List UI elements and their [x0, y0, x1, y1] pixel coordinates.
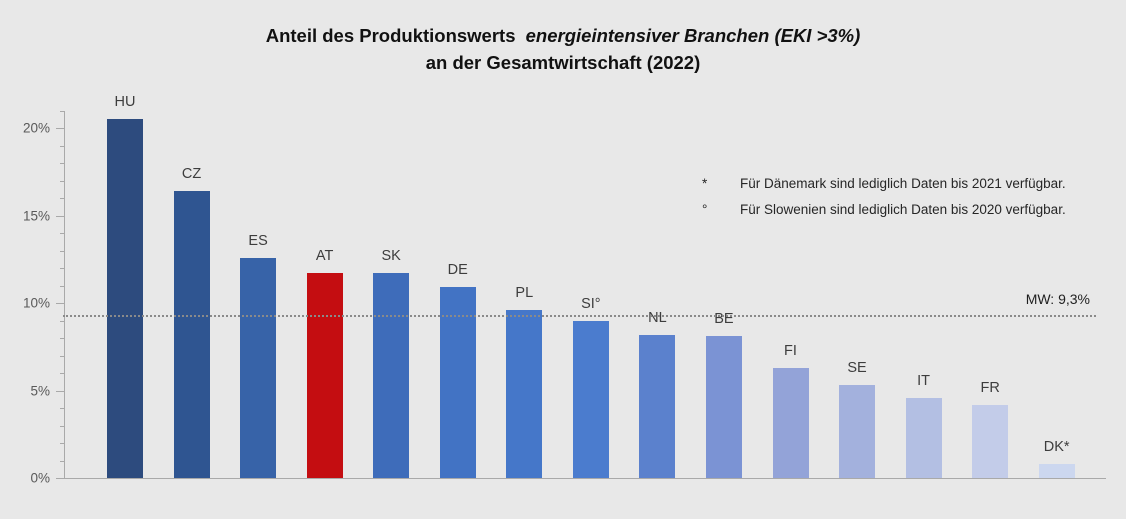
y-minor-tick [60, 250, 64, 252]
y-minor-tick [60, 285, 64, 287]
chart-title: Anteil des Produktionswerts energieinten… [143, 22, 983, 76]
bar-label-SI: SI° [581, 295, 601, 312]
y-tick-label: 15% [22, 208, 50, 223]
y-minor-tick [60, 355, 64, 357]
y-minor-tick [60, 198, 64, 199]
bar-label-IT: IT [917, 372, 931, 389]
y-minor-tick [60, 163, 64, 164]
bar-FR [972, 404, 1009, 478]
y-tick-label: 5% [30, 383, 50, 398]
y-minor-tick [60, 145, 64, 147]
footnote-marker-asterisk: * [702, 176, 708, 191]
footnote-marker-degree: ° [702, 202, 708, 217]
footnote-text: Für Dänemark sind lediglich Daten bis 20… [740, 176, 1066, 191]
y-tick-label: 0% [30, 470, 50, 486]
y-minor-tick [60, 268, 64, 269]
bar-NL [639, 334, 676, 478]
footnote-text: Für Slowenien sind lediglich Daten bis 2… [740, 202, 1066, 217]
bar-label-DE: DE [447, 262, 468, 279]
bar-label-PL: PL [515, 285, 534, 301]
footnote-denmark: * Für Dänemark sind lediglich Daten bis … [698, 176, 1066, 191]
y-minor-tick [60, 408, 64, 409]
bar-label-AT: AT [315, 248, 334, 265]
y-major-tick [56, 215, 64, 217]
bar-CZ [173, 191, 210, 478]
x-axis-line [64, 478, 1106, 479]
title-line1-regular: Anteil des Produktionswerts [265, 25, 516, 46]
bar-label-HU: HU [114, 94, 136, 111]
y-major-tick [56, 128, 64, 129]
bar-label-SK: SK [381, 248, 401, 265]
y-minor-tick [60, 460, 64, 462]
bar-BE [705, 336, 742, 478]
bar-SE [839, 385, 876, 478]
bar-label-NL: NL [648, 309, 667, 326]
bar-label-FR: FR [980, 379, 1000, 396]
title-line1-italic: energieintensiver Branchen (EKI >3%) [525, 25, 861, 46]
bar-HU [107, 119, 143, 478]
mean-line-label: MW: 9,3% [1025, 291, 1090, 308]
bar-SI [572, 320, 609, 478]
y-tick-label: 10% [22, 295, 50, 311]
bar-label-FI: FI [784, 342, 797, 359]
bar-DE [439, 287, 476, 478]
y-minor-tick [60, 338, 64, 339]
bar-label-BE: BE [714, 311, 734, 328]
y-minor-tick [60, 233, 64, 234]
bar-FI [772, 367, 809, 478]
y-axis-line [64, 110, 65, 478]
y-major-tick [56, 478, 64, 479]
bar-label-SE: SE [847, 360, 867, 377]
footnote-slovenia: ° Für Slowenien sind lediglich Daten bis… [698, 202, 1066, 217]
bar-AT [306, 273, 343, 478]
bar-PL [506, 310, 543, 478]
y-major-tick [56, 303, 64, 304]
title-line2: an der Gesamtwirtschaft (2022) [425, 52, 701, 73]
y-major-tick [56, 390, 64, 392]
bar-ES [240, 257, 277, 478]
y-tick-label: 20% [22, 120, 50, 136]
mean-line [63, 315, 1096, 318]
y-minor-tick [60, 443, 64, 444]
y-minor-tick [60, 110, 64, 112]
y-minor-tick [60, 425, 64, 427]
bar-SK [373, 273, 410, 478]
bar-label-DK: DK* [1043, 439, 1070, 455]
bar-label-CZ: CZ [181, 166, 202, 182]
y-minor-tick [60, 180, 64, 182]
bar-DK [1038, 464, 1075, 478]
bar-label-ES: ES [248, 232, 268, 249]
footnotes: * Für Dänemark sind lediglich Daten bis … [698, 176, 1066, 228]
bar-IT [905, 397, 942, 478]
y-minor-tick [60, 320, 64, 322]
y-minor-tick [60, 373, 64, 374]
